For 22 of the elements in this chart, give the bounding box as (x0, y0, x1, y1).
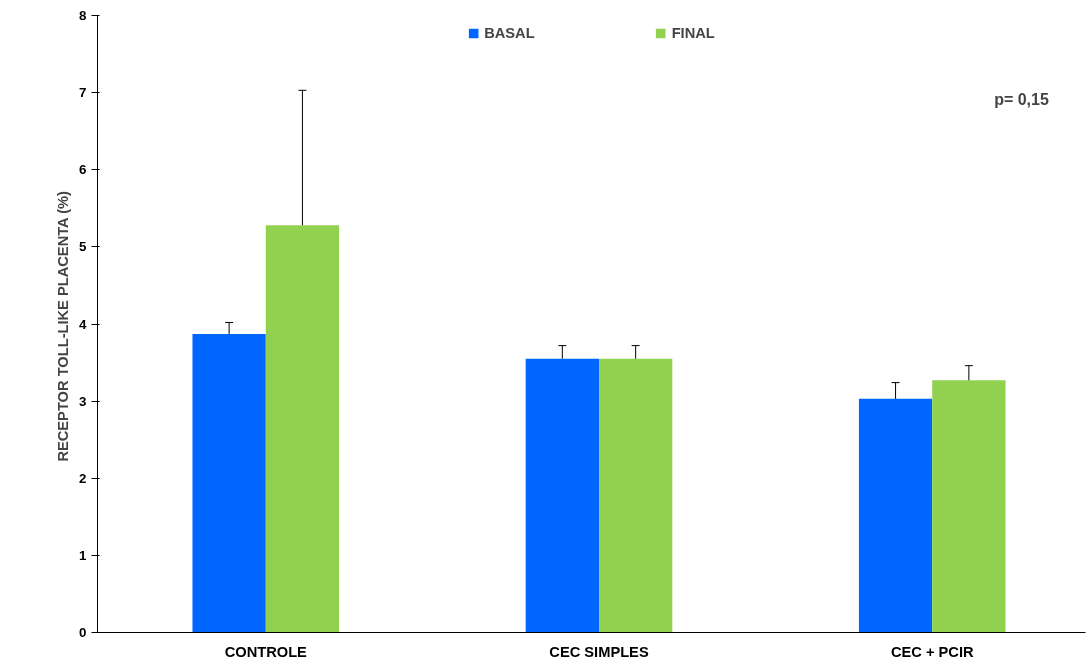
legend-label: FINAL (671, 25, 715, 41)
bar (932, 380, 1006, 633)
bar (265, 225, 340, 633)
y-tick-label: 2 (79, 470, 87, 486)
y-tick-label: 8 (79, 8, 87, 23)
bar (525, 358, 599, 633)
y-tick-label: 5 (79, 239, 88, 255)
annotation: p= 0,15 (994, 91, 1049, 109)
y-tick-label: 4 (79, 316, 88, 332)
bar (858, 398, 933, 633)
y-tick-label: 3 (79, 393, 87, 409)
y-tick-label: 0 (79, 625, 87, 640)
y-tick-label: 6 (79, 162, 87, 178)
x-tick-label: CEC SIMPLES (549, 643, 649, 660)
bar (599, 358, 673, 633)
x-tick-label: CEC + PCIR (890, 643, 974, 660)
x-tick-label: CONTROLE (224, 643, 308, 660)
bar (192, 334, 266, 633)
legend-label: BASAL (484, 25, 535, 41)
y-tick-label: 1 (79, 547, 88, 563)
y-axis-title: RECEPTOR TOLL-LIKE PLACENTA (%) (55, 190, 72, 462)
y-tick-label: 7 (79, 85, 87, 101)
